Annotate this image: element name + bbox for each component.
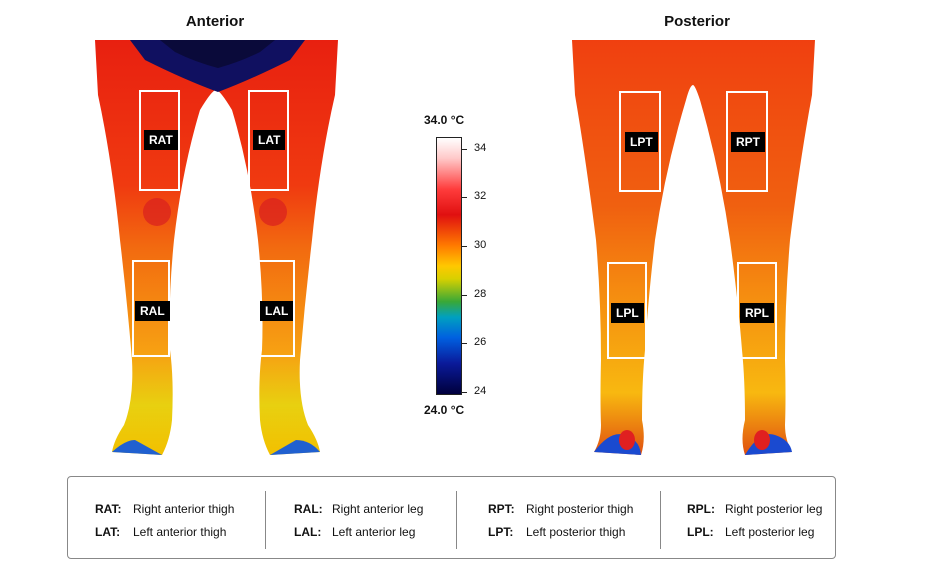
- roi-label-rat: RAT: [144, 130, 178, 150]
- legend-item-rpt: RPT: Right posterior thigh: [488, 502, 634, 516]
- colorbar-tick: 28: [474, 288, 487, 300]
- roi-label-lpl: LPL: [611, 303, 644, 323]
- roi-legend: RAT: Right anterior thigh LAT: Left anteri…: [67, 476, 836, 559]
- roi-label-lat: LAT: [253, 130, 286, 150]
- roi-boxes: [132, 90, 777, 359]
- colorbar-tick: 26: [474, 336, 487, 348]
- legend-divider: [456, 491, 457, 549]
- roi-label-lal: LAL: [260, 301, 294, 321]
- anterior-legs: [95, 40, 338, 455]
- colorbar-min-label: 24.0 °C: [424, 403, 465, 417]
- legend-item-lpl: LPL: Left posterior leg: [687, 525, 815, 539]
- legend-divider: [660, 491, 661, 549]
- legend-item-rpl: RPL: Right posterior leg: [687, 502, 823, 516]
- thermal-image: [95, 40, 815, 455]
- roi-label-rpt: RPT: [731, 132, 765, 152]
- roi-label-rpl: RPL: [740, 303, 774, 323]
- roi-box-lal: [257, 260, 295, 357]
- colorbar-tick: 24: [474, 385, 487, 397]
- roi-box-lpt: [619, 91, 661, 192]
- legend-item-ral: RAL: Right anterior leg: [294, 502, 424, 516]
- colorbar-max-label: 34.0 °C: [424, 113, 465, 127]
- roi-label-lpt: LPT: [625, 132, 658, 152]
- legend-item-lal: LAL: Left anterior leg: [294, 525, 416, 539]
- roi-box-rpl: [737, 262, 777, 359]
- temperature-colorbar: [436, 137, 462, 395]
- legend-item-rat: RAT: Right anterior thigh: [95, 502, 235, 516]
- roi-label-ral: RAL: [135, 301, 170, 321]
- legend-item-lpt: LPT: Left posterior thigh: [488, 525, 626, 539]
- roi-box-rat: [139, 90, 180, 191]
- roi-box-lpl: [607, 262, 647, 359]
- colorbar-tick: 32: [474, 190, 487, 202]
- anterior-title: Anterior: [185, 13, 245, 30]
- legend-divider: [265, 491, 266, 549]
- roi-box-rpt: [726, 91, 768, 192]
- colorbar-tick: 34: [474, 142, 487, 154]
- roi-box-lat: [248, 90, 289, 191]
- posterior-legs: [572, 40, 815, 455]
- posterior-title: Posterior: [664, 13, 730, 30]
- legend-item-lat: LAT: Left anterior thigh: [95, 525, 227, 539]
- colorbar-tick: 30: [474, 239, 487, 251]
